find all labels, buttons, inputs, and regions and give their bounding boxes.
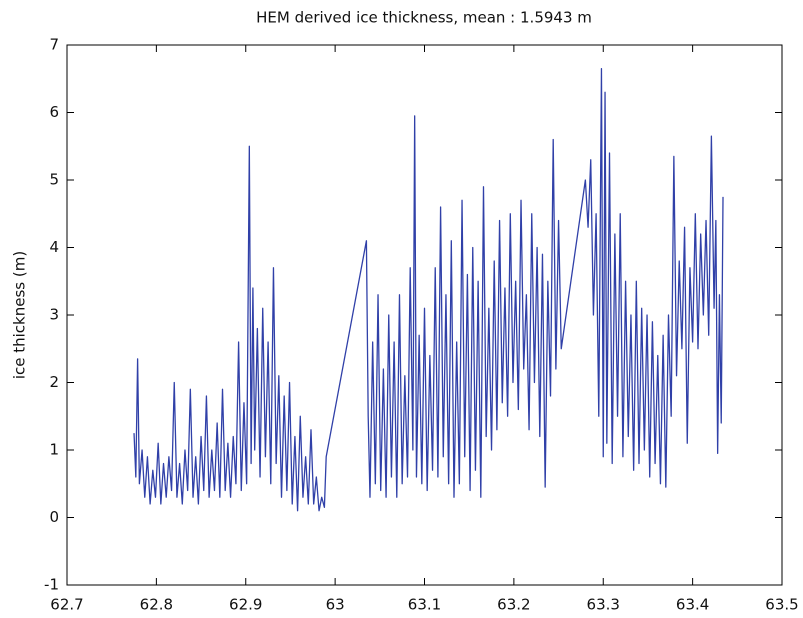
y-tick-label: 1 bbox=[49, 441, 59, 459]
y-tick-label: 7 bbox=[49, 36, 59, 54]
y-tick-label: 3 bbox=[49, 306, 59, 324]
x-tick-label: 62.8 bbox=[140, 596, 173, 614]
y-tick-label: 6 bbox=[49, 103, 59, 121]
data-line bbox=[133, 67, 724, 512]
x-tick-label: 63.5 bbox=[765, 596, 798, 614]
x-tick-label: 62.9 bbox=[229, 596, 262, 614]
y-tick-label: 5 bbox=[49, 171, 59, 189]
y-tick-label: 4 bbox=[49, 238, 59, 256]
y-tick-label: 2 bbox=[49, 373, 59, 391]
x-tick-label: 63 bbox=[326, 596, 345, 614]
x-tick-label: 63.4 bbox=[676, 596, 709, 614]
y-tick-label: -1 bbox=[44, 576, 59, 594]
x-tick-label: 63.2 bbox=[497, 596, 530, 614]
x-tick-label: 63.3 bbox=[587, 596, 620, 614]
y-tick-label: 0 bbox=[49, 508, 59, 526]
y-axis-label: ice thickness (m) bbox=[11, 251, 29, 379]
x-tick-label: 62.7 bbox=[50, 596, 83, 614]
x-tick-label: 63.1 bbox=[408, 596, 441, 614]
chart-title: HEM derived ice thickness, mean : 1.5943… bbox=[256, 9, 592, 27]
